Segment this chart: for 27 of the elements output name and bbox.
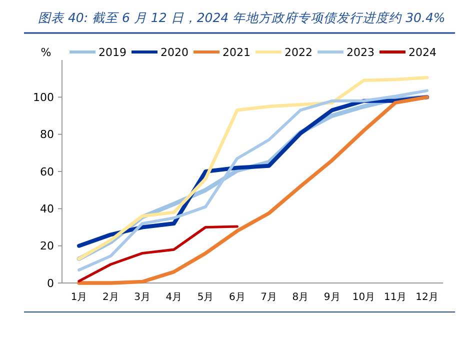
x-tick-label: 5月 xyxy=(197,292,214,303)
x-tick-label: 12月 xyxy=(416,292,438,303)
legend-label: 2024 xyxy=(408,46,436,59)
x-tick-label: 6月 xyxy=(228,292,246,303)
x-tick-label: 3月 xyxy=(134,292,150,303)
x-tick-label: 4月 xyxy=(166,292,182,303)
x-tick-label: 2月 xyxy=(102,292,119,303)
x-tick-label: 10月 xyxy=(352,292,376,303)
x-tick-label: 8月 xyxy=(292,292,309,303)
x-tick-label: 7月 xyxy=(260,292,278,303)
legend-label: 2020 xyxy=(160,46,188,59)
y-tick-label: 0 xyxy=(47,276,54,290)
y-tick-label: 80 xyxy=(40,128,54,142)
line-series xyxy=(78,225,238,282)
y-tick-label: 100 xyxy=(33,91,54,104)
x-tick-label: 11月 xyxy=(384,292,407,303)
legend-label: 2022 xyxy=(284,46,312,59)
y-tick-label: 40 xyxy=(40,202,54,216)
chart-title: 图表 40: 截至 6 月 12 日，2024 年地方政府专项债发行进度约 30.4% xyxy=(38,10,446,25)
x-tick-label: 9月 xyxy=(324,292,340,303)
x-tick-label: 1月 xyxy=(70,292,88,303)
legend-label: 2023 xyxy=(346,46,374,59)
y-axis-title: % xyxy=(40,46,52,59)
y-tick-label: 60 xyxy=(40,165,54,178)
y-tick-label: 20 xyxy=(40,240,54,253)
legend-label: 2019 xyxy=(98,46,126,59)
legend-label: 2021 xyxy=(222,46,250,59)
